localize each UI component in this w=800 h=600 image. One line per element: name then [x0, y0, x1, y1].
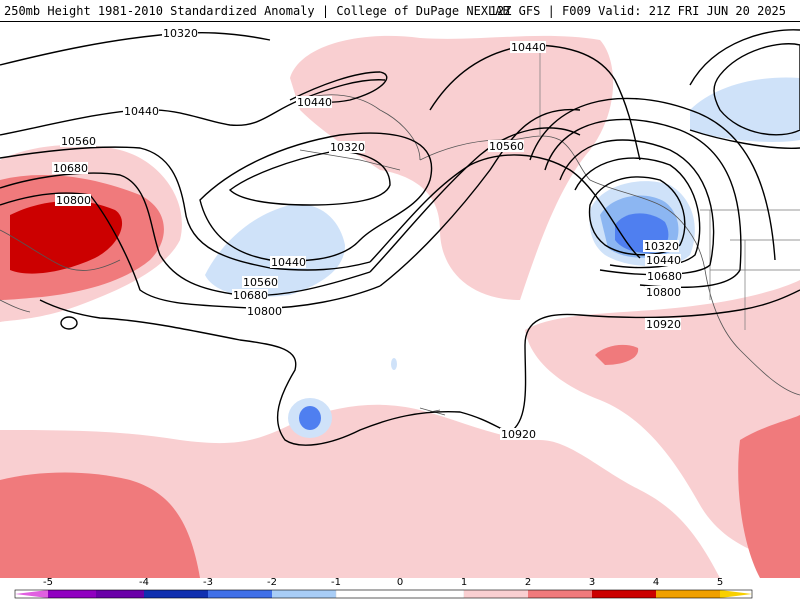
contour-label-10680-east: 10680 [647, 270, 682, 283]
colorbar-tick-neg2: -2 [267, 578, 277, 588]
colorbar-tick-0: 0 [397, 578, 403, 588]
contour-labels: 10320 10440 10440 10440 10560 10320 1056… [52, 27, 682, 441]
contour-label-10800-west: 10800 [56, 194, 91, 207]
colorbar-tick-5: 5 [717, 578, 723, 588]
colorbar-tick-neg4: -4 [139, 578, 149, 588]
positive-anomaly-strong [0, 175, 800, 578]
colorbar-swatches [14, 589, 753, 599]
contour-label-10560-center: 10560 [243, 276, 278, 289]
map-title: 250mb Height 1981-2010 Standardized Anom… [4, 4, 510, 18]
height-contours [0, 29, 800, 446]
model-run-info: 12Z GFS | F009 Valid: 21Z FRI JUN 20 202… [489, 4, 786, 18]
contour-label-10560-west: 10560 [61, 135, 96, 148]
contour-label-10440-ne: 10440 [511, 41, 546, 54]
contour-label-10920-east: 10920 [646, 318, 681, 331]
contour-label-10560-east: 10560 [489, 140, 524, 153]
contour-label-10320-gulf: 10320 [644, 240, 679, 253]
colorbar-tick-neg3: -3 [203, 578, 213, 588]
anomaly-colorbar: -5 -4 -3 -2 -1 0 1 2 3 4 5 [0, 578, 800, 600]
contour-label-10320-center: 10320 [330, 141, 365, 154]
contour-label-10800-center: 10800 [247, 305, 282, 318]
anomaly-map: 10320 10440 10440 10440 10560 10320 1056… [0, 22, 800, 578]
colorbar-tick-2: 2 [525, 578, 531, 588]
colorbar-arrow-right [720, 590, 752, 598]
colorbar-arrow-left [15, 590, 48, 598]
colorbar-tick-3: 3 [589, 578, 595, 588]
contour-label-10800-east: 10800 [646, 286, 681, 299]
colorbar-tick-neg1: -1 [331, 578, 341, 588]
contour-label-10440-gulf: 10440 [646, 254, 681, 267]
contour-label-10440-center: 10440 [271, 256, 306, 269]
contour-label-10440-alaska: 10440 [297, 96, 332, 109]
colorbar-tick-1: 1 [461, 578, 467, 588]
colorbar-tick-4: 4 [653, 578, 659, 588]
state-borders [539, 50, 800, 330]
contour-label-10440-west: 10440 [124, 105, 159, 118]
colorbar-ticks: -5 -4 -3 -2 -1 0 1 2 3 4 5 [43, 578, 723, 588]
contour-label-10680-center: 10680 [233, 289, 268, 302]
map-header: 250mb Height 1981-2010 Standardized Anom… [0, 0, 800, 22]
colorbar-tick-neg5: -5 [43, 578, 53, 588]
contour-label-10680-west: 10680 [53, 162, 88, 175]
contour-label-10320-top: 10320 [163, 27, 198, 40]
contour-label-10920-south: 10920 [501, 428, 536, 441]
